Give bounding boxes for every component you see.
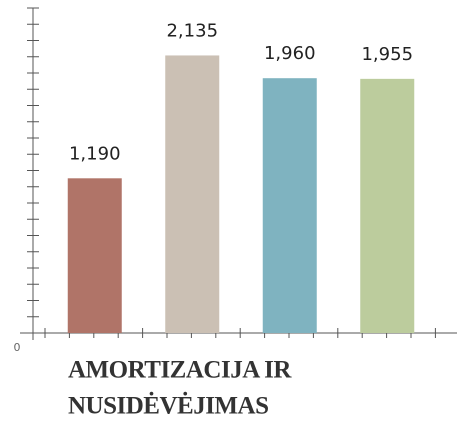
value-label: 1,955 <box>361 44 413 65</box>
value-label: 2,135 <box>166 20 218 41</box>
value-label: 1,960 <box>264 43 316 64</box>
bar <box>165 55 220 333</box>
bar <box>67 178 122 333</box>
y-tick-label: 0 <box>14 341 21 354</box>
value-label: 1,190 <box>69 143 121 164</box>
bar <box>262 78 317 333</box>
bar <box>360 78 415 333</box>
chart-title: NUSIDĖVĖJIMAS <box>68 392 268 420</box>
chart-title: AMORTIZACIJA IR <box>68 357 292 384</box>
